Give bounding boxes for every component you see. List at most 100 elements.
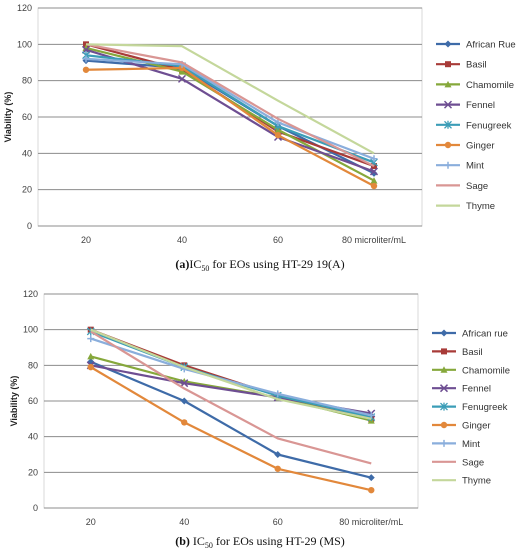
legend-item: Fenugreek — [432, 402, 508, 413]
legend-label: Fenugreek — [462, 402, 508, 413]
chart-caption: (b) IC50 for EOs using HT-29 (MS) — [175, 534, 345, 550]
legend-item: Fennel — [436, 100, 495, 111]
data-point — [180, 397, 188, 405]
legend-item: Ginger — [436, 141, 495, 152]
legend-item: Basil — [436, 60, 487, 71]
legend-label: Thyme — [466, 201, 495, 212]
series-line — [85, 66, 375, 188]
legend-item: Mint — [432, 439, 480, 450]
legend: African rue Basil Chamomile Fennel Fenugreek… — [432, 329, 510, 487]
data-point — [82, 55, 90, 63]
legend-marker — [443, 100, 453, 109]
chart-a: 0 20 40 60 80 100 120 20 40 60 80 microliter/mL Via… — [3, 3, 516, 273]
legend-marker — [439, 384, 449, 393]
legend-item: African Rue — [436, 40, 516, 51]
series-line — [85, 48, 375, 173]
y-tick-label: 0 — [27, 221, 32, 231]
data-point — [82, 66, 90, 73]
legend-marker — [444, 161, 452, 169]
data-point — [178, 68, 186, 75]
data-point — [87, 335, 95, 343]
legend-label: Chamomile — [462, 365, 510, 376]
legend-label: Fenugreek — [466, 120, 512, 131]
series-line — [90, 366, 372, 492]
legend-label: Sage — [466, 181, 488, 192]
y-tick-label: 120 — [17, 3, 32, 13]
x-tick-label: 20 — [81, 235, 91, 245]
chart-caption: (a)IC50 for EOs using HT-29 19(A) — [175, 257, 344, 273]
legend-item: Sage — [432, 457, 484, 468]
legend-item: Thyme — [432, 476, 491, 487]
data-point — [368, 486, 375, 494]
legend-item: Fenugreek — [436, 120, 512, 131]
legend-label: Chamomile — [466, 80, 514, 91]
y-tick-label: 60 — [22, 112, 32, 122]
y-tick-label: 40 — [22, 148, 32, 158]
legend-marker — [440, 329, 448, 337]
legend-marker — [445, 61, 451, 68]
data-point — [274, 451, 282, 458]
legend-item: Chamomile — [436, 80, 514, 91]
legend-item: Fennel — [432, 384, 491, 395]
series-line — [90, 328, 372, 420]
data-point — [274, 390, 282, 398]
series-line — [90, 330, 372, 465]
series-african-rue — [87, 358, 375, 482]
series-sage — [85, 43, 375, 168]
series-ginger — [82, 64, 378, 190]
legend-label: Basil — [462, 347, 483, 358]
chart-b: 0 20 40 60 80 100 120 20 40 60 80 microliter/mL Via… — [9, 289, 510, 550]
data-point — [370, 155, 378, 163]
x-tick-label: 60 — [273, 517, 283, 527]
legend-label: Mint — [462, 439, 480, 450]
y-tick-label: 40 — [28, 432, 38, 442]
legend-label: African rue — [462, 329, 508, 340]
data-point — [367, 474, 375, 482]
x-tick-label: 80 microliter/mL — [339, 517, 403, 527]
legend-marker — [444, 40, 452, 48]
legend-marker — [440, 421, 448, 429]
series-line — [85, 57, 375, 160]
y-tick-label: 20 — [22, 185, 32, 195]
data-point — [274, 465, 281, 472]
x-tick-label: 40 — [177, 235, 187, 245]
y-tick-label: 0 — [33, 503, 38, 513]
data-point — [274, 118, 282, 126]
legend-marker — [440, 366, 448, 373]
y-tick-label: 100 — [23, 325, 38, 335]
legend-item: Thyme — [436, 201, 495, 212]
series-thyme — [85, 43, 375, 155]
legend-label: Fennel — [466, 100, 495, 111]
series-line — [85, 43, 375, 155]
data-point — [369, 167, 379, 176]
series-line — [90, 360, 372, 479]
y-axis-title: Viability (%) — [9, 376, 19, 427]
x-tick-label: 20 — [86, 517, 96, 527]
y-tick-label: 20 — [28, 467, 38, 477]
legend-label: Sage — [462, 457, 484, 468]
series-line — [85, 43, 375, 168]
y-tick-label: 60 — [28, 396, 38, 406]
legend-marker — [444, 80, 452, 88]
y-tick-label: 100 — [17, 39, 32, 49]
legend: African Rue Basil Chamomile Fennel Fenugreek… — [436, 40, 516, 212]
legend-marker — [441, 348, 447, 355]
legend-item: Ginger — [432, 421, 491, 432]
data-point — [180, 379, 189, 388]
data-point — [87, 363, 94, 371]
y-tick-label: 80 — [22, 76, 32, 86]
legend-label: Ginger — [466, 141, 495, 152]
series-ginger — [87, 363, 375, 494]
series-line — [90, 337, 372, 417]
legend-label: Thyme — [462, 476, 491, 487]
data-point — [87, 352, 95, 360]
legend-marker — [444, 120, 452, 129]
series-fennel — [81, 45, 379, 176]
legend-item: Mint — [436, 161, 484, 172]
x-tick-label: 80 microliter/mL — [342, 235, 406, 245]
legend-marker — [440, 439, 448, 447]
x-tick-label: 60 — [273, 235, 283, 245]
x-tick-label: 40 — [179, 517, 189, 527]
data-point — [177, 74, 187, 83]
